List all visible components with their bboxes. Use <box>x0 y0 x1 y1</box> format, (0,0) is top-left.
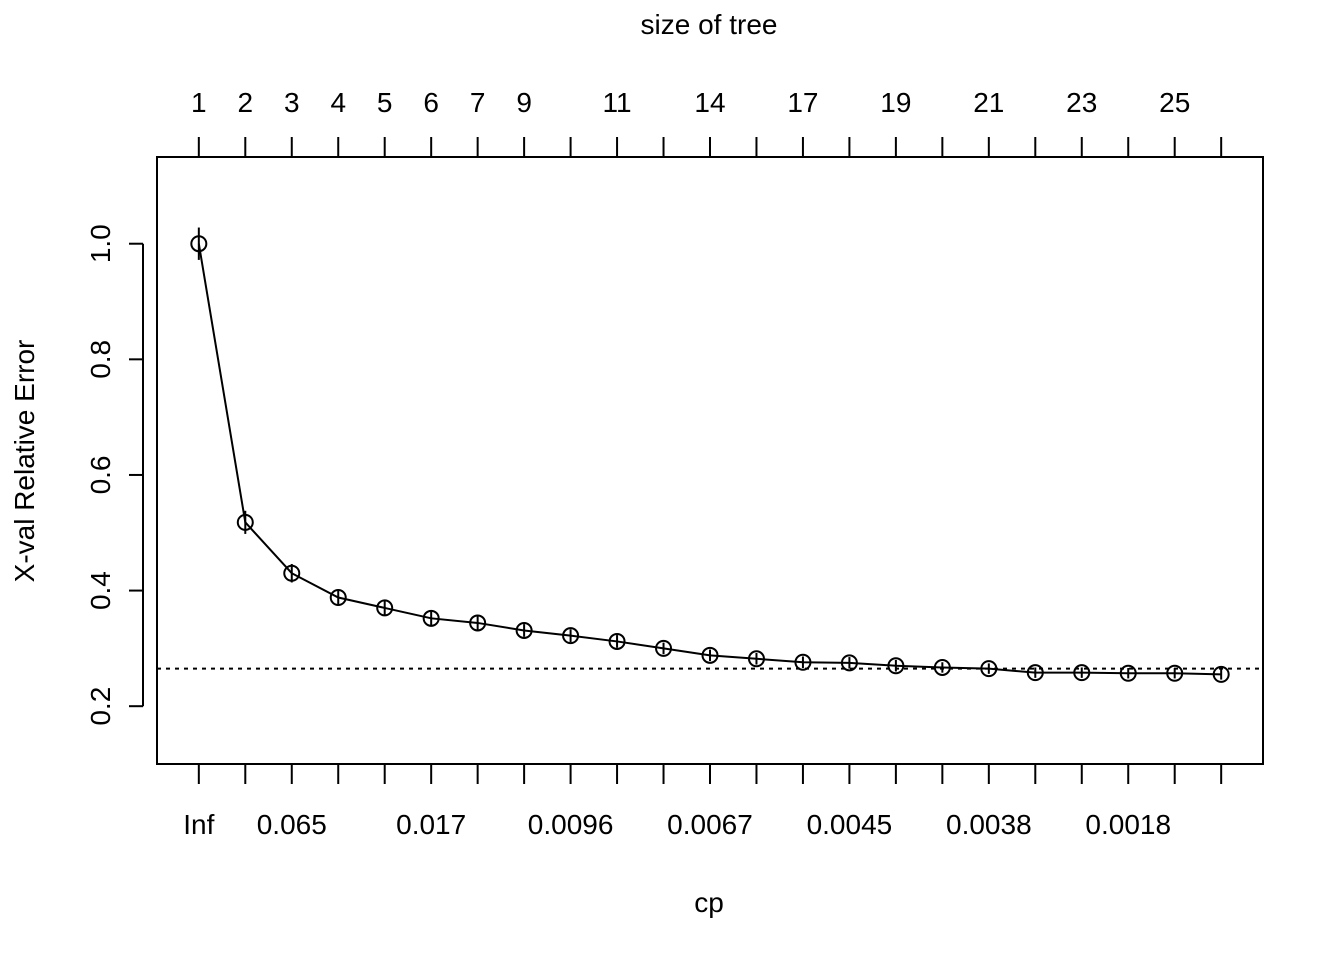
data-point <box>701 646 719 664</box>
top-tick-label: 21 <box>973 87 1004 118</box>
data-point <box>840 654 858 672</box>
series-line <box>197 243 1222 676</box>
data-point <box>376 599 394 617</box>
data-point <box>655 639 673 657</box>
series-error <box>190 227 1230 683</box>
top-axis: 1 2 3 4 5 6 7 9 11 14 17 19 21 23 25 <box>191 87 1223 158</box>
y-tick-label: 1.0 <box>85 224 116 263</box>
data-point <box>887 657 905 675</box>
bottom-axis: Inf 0.065 0.017 0.0096 0.0067 0.0045 0.0038 0.0… <box>183 763 1223 840</box>
top-tick-label: 23 <box>1066 87 1097 118</box>
data-point <box>608 632 626 650</box>
cp-tick-label: 0.0045 <box>807 809 893 840</box>
data-point <box>747 650 765 668</box>
data-point <box>1166 664 1184 682</box>
top-tick-label: 6 <box>423 87 439 118</box>
x-axis-title: cp <box>694 887 724 918</box>
data-point <box>329 589 347 607</box>
top-tick-label: 3 <box>284 87 300 118</box>
top-tick-label: 4 <box>330 87 346 118</box>
data-point <box>190 235 208 253</box>
top-tick-label: 11 <box>603 87 632 118</box>
top-tick-label: 14 <box>694 87 725 118</box>
data-point <box>980 660 998 678</box>
data-point <box>1119 664 1137 682</box>
data-point <box>562 627 580 645</box>
y-tick-label: 0.2 <box>85 687 116 726</box>
cp-tick-label: 0.0067 <box>667 809 753 840</box>
cp-tick-label: Inf <box>183 809 214 840</box>
y-axis: 0.2 0.4 0.6 0.8 1.0 <box>85 224 144 726</box>
top-tick-label: 19 <box>880 87 911 118</box>
data-point <box>422 609 440 627</box>
data-point <box>283 564 301 582</box>
cp-tick-label: 0.065 <box>257 809 327 840</box>
cp-tick-label: 0.0096 <box>528 809 614 840</box>
cp-tick-label: 0.0038 <box>946 809 1032 840</box>
top-tick-label: 5 <box>377 87 393 118</box>
data-point <box>1073 664 1091 682</box>
cp-tick-label: 0.017 <box>396 809 466 840</box>
top-tick-label: 9 <box>516 87 532 118</box>
top-tick-label: 17 <box>787 87 818 118</box>
top-axis-title: size of tree <box>641 9 778 40</box>
data-point <box>794 653 812 671</box>
data-point <box>469 614 487 632</box>
y-tick-label: 0.8 <box>85 340 116 379</box>
top-tick-label: 7 <box>470 87 486 118</box>
y-axis-title: X-val Relative Error <box>9 340 40 583</box>
y-tick-label: 0.6 <box>85 455 116 494</box>
y-tick-label: 0.4 <box>85 571 116 610</box>
data-point <box>236 513 254 531</box>
data-point <box>933 658 951 676</box>
top-tick-label: 25 <box>1159 87 1190 118</box>
data-point <box>1026 664 1044 682</box>
data-point <box>515 621 533 639</box>
data-point <box>1212 665 1230 683</box>
cp-tick-label: 0.0018 <box>1085 809 1171 840</box>
top-tick-label: 1 <box>191 87 207 118</box>
top-tick-label: 2 <box>238 87 254 118</box>
